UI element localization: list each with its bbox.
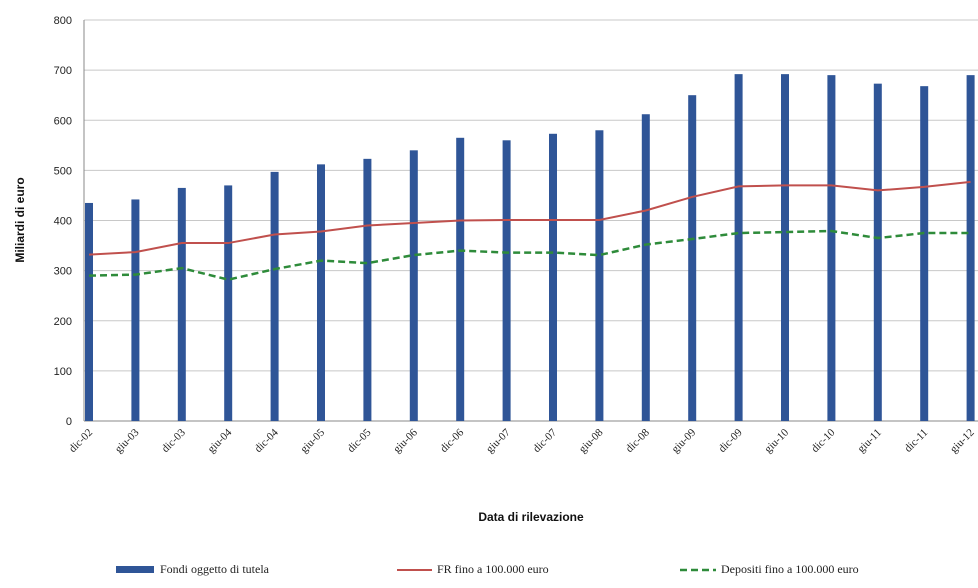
bar-dic-03 <box>177 187 186 421</box>
x-tick-label: giu-11 <box>855 427 884 456</box>
series-line-1 <box>88 180 971 256</box>
bar-giu-06 <box>409 150 418 421</box>
bar-dic-09 <box>734 74 743 421</box>
bar-dic-04 <box>270 171 279 421</box>
x-tick-label: giu-12 <box>948 427 977 456</box>
y-tick-label: 300 <box>54 266 72 278</box>
x-tick-label: giu-07 <box>484 426 513 455</box>
legend-swatch-bar <box>116 566 154 573</box>
x-tick-label: dic-07 <box>531 426 560 455</box>
bar-dic-05 <box>363 158 372 421</box>
bar-dic-08 <box>641 114 650 422</box>
x-tick-label: giu-03 <box>113 426 142 455</box>
x-axis-title: Data di rilevazione <box>478 510 584 524</box>
series-line-2 <box>88 229 971 281</box>
x-tick-label: dic-05 <box>345 426 374 455</box>
bar-dic-02 <box>85 202 93 421</box>
y-tick-label: 800 <box>54 15 72 27</box>
bar-giu-03 <box>131 199 140 421</box>
bar-dic-10 <box>827 75 836 421</box>
bar-giu-08 <box>595 130 604 421</box>
x-tick-label: dic-03 <box>160 426 189 455</box>
legend-label: Depositi fino a 100.000 euro <box>721 562 859 576</box>
bar-giu-07 <box>502 140 511 422</box>
legend-label: Fondi oggetto di tutela <box>160 562 270 576</box>
x-tick-label: dic-11 <box>902 427 930 455</box>
y-tick-label: 0 <box>66 416 72 428</box>
y-tick-label: 100 <box>54 366 72 378</box>
x-tick-label: dic-04 <box>252 426 281 455</box>
x-tick-label: giu-08 <box>577 426 606 455</box>
y-tick-label: 400 <box>54 216 72 228</box>
bar-giu-05 <box>317 164 325 422</box>
y-tick-label: 200 <box>54 316 72 328</box>
x-tick-label: dic-06 <box>438 426 467 455</box>
bar-giu-10 <box>781 74 789 421</box>
x-tick-label: dic-09 <box>716 426 745 455</box>
x-tick-label: giu-05 <box>298 426 327 455</box>
bar-dic-06 <box>456 137 465 421</box>
bar-giu-04 <box>224 185 233 421</box>
y-tick-label: 600 <box>54 115 72 127</box>
y-axis-title: Miliardi di euro <box>13 177 27 262</box>
bar-dic-11 <box>920 86 929 421</box>
x-tick-label: giu-09 <box>670 426 699 455</box>
x-tick-label: giu-06 <box>391 426 420 455</box>
bar-giu-11 <box>873 83 882 421</box>
x-tick-label: giu-04 <box>206 426 235 455</box>
x-tick-label: dic-10 <box>809 426 838 455</box>
legend-label: FR fino a 100.000 euro <box>437 562 549 576</box>
bar-giu-09 <box>688 95 697 421</box>
y-tick-label: 700 <box>54 65 72 77</box>
x-tick-label: dic-08 <box>624 426 653 455</box>
x-tick-label: giu-10 <box>762 426 791 455</box>
y-tick-label: 500 <box>54 165 72 177</box>
bar-giu-12 <box>966 75 975 421</box>
bar-dic-07 <box>549 133 557 421</box>
x-tick-label: dic-02 <box>67 427 95 455</box>
